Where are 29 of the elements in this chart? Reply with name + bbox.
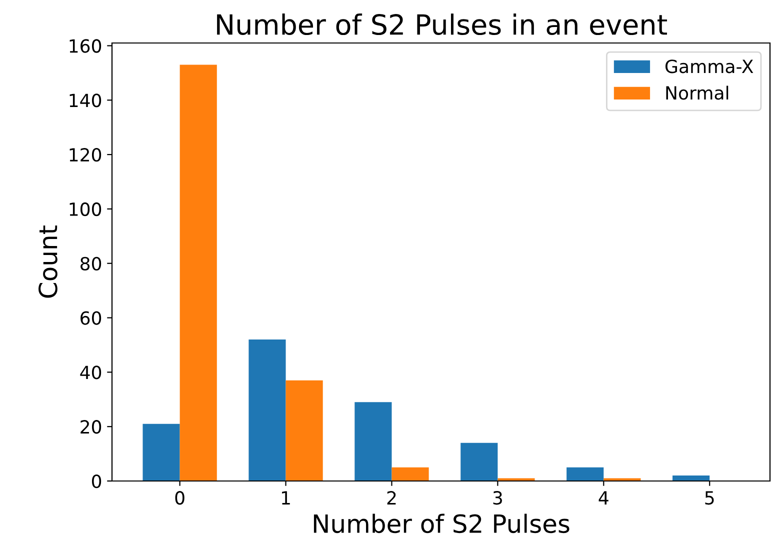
x-tick-label: 1 bbox=[282, 491, 290, 504]
x-tick-label: 2 bbox=[387, 491, 396, 504]
legend-label: Gamma-X bbox=[665, 60, 754, 74]
bar bbox=[354, 402, 392, 481]
y-tick-label: 140 bbox=[70, 94, 102, 108]
bar bbox=[180, 64, 217, 481]
x-tick-label: 3 bbox=[493, 491, 502, 505]
y-tick-label: 120 bbox=[70, 148, 102, 162]
x-axis-title: Number of S2 Pulses bbox=[314, 514, 570, 534]
bar bbox=[248, 340, 286, 481]
bar bbox=[142, 424, 180, 481]
x-tick-label: 5 bbox=[705, 491, 714, 505]
y-tick-label: 160 bbox=[70, 39, 102, 53]
y-tick-label: 0 bbox=[92, 474, 102, 488]
y-tick-label: 80 bbox=[80, 256, 102, 270]
y-tick-label: 20 bbox=[80, 420, 102, 434]
bar bbox=[392, 467, 429, 481]
bar bbox=[672, 476, 710, 481]
x-tick-label: 4 bbox=[598, 491, 608, 504]
y-tick-label: 40 bbox=[80, 366, 102, 380]
y-tick-label: 100 bbox=[70, 202, 102, 216]
legend-label: Normal bbox=[666, 86, 728, 100]
bar bbox=[286, 380, 323, 481]
y-tick-label: 60 bbox=[80, 311, 102, 325]
bar bbox=[460, 442, 498, 481]
bar bbox=[566, 467, 604, 481]
chart-title: Number of S2 Pulses in an event bbox=[217, 14, 668, 36]
y-axis-title: Count bbox=[38, 225, 58, 298]
x-tick-label: 0 bbox=[175, 491, 184, 505]
